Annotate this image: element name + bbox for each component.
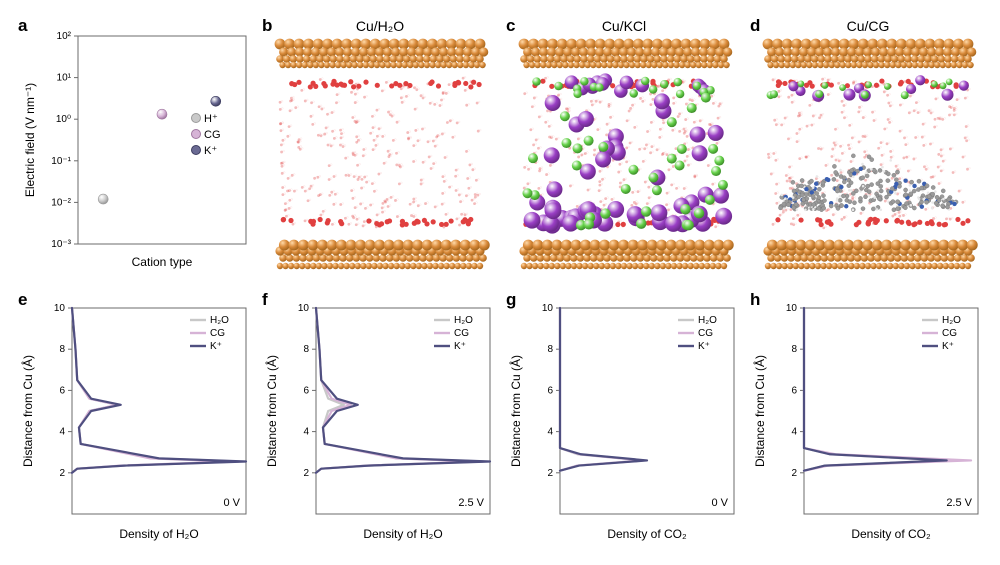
simulation-render-c [502, 36, 746, 272]
svg-text:6: 6 [547, 385, 553, 396]
panel-b-title: Cu/H₂O [258, 18, 502, 34]
svg-text:Cation type: Cation type [132, 255, 193, 269]
svg-text:10⁻²: 10⁻² [51, 197, 71, 208]
svg-text:10: 10 [298, 303, 310, 314]
panel-b: b Cu/H₂O [258, 18, 502, 278]
svg-text:10²: 10² [57, 31, 72, 42]
bottom-row: e 2 4 6 8 10 Distance from Cu (Å) Density of H… [14, 292, 986, 547]
svg-text:4: 4 [59, 427, 65, 438]
panel-label-c: c [506, 16, 515, 36]
density-profile-h: 2 4 6 8 10 Distance from Cu (Å) Density of CO₂… [746, 292, 990, 547]
svg-text:4: 4 [547, 427, 553, 438]
svg-text:CG: CG [454, 328, 469, 339]
svg-text:4: 4 [303, 427, 309, 438]
svg-text:Distance from Cu (Å): Distance from Cu (Å) [508, 355, 523, 467]
svg-text:8: 8 [303, 344, 309, 355]
top-row: a 10⁻³ 10⁻² 10⁻¹ 10⁰ 10¹ 10² Electric field (V… [14, 18, 986, 278]
svg-text:H₂O: H₂O [698, 315, 717, 326]
svg-text:CG: CG [210, 328, 225, 339]
density-profile-e: 2 4 6 8 10 Distance from Cu (Å) Density of H₂O… [14, 292, 258, 547]
svg-text:H⁺: H⁺ [204, 113, 218, 125]
panel-label-f: f [262, 290, 268, 310]
svg-text:CG: CG [698, 328, 713, 339]
svg-text:Electric field (V nm⁻¹): Electric field (V nm⁻¹) [23, 83, 37, 197]
svg-text:CG: CG [204, 129, 221, 141]
svg-text:2: 2 [791, 468, 797, 479]
svg-text:K⁺: K⁺ [454, 341, 466, 352]
svg-text:Density of CO₂: Density of CO₂ [607, 527, 687, 541]
svg-text:8: 8 [59, 344, 65, 355]
svg-text:Distance from Cu (Å): Distance from Cu (Å) [752, 355, 767, 467]
svg-text:H₂O: H₂O [454, 315, 473, 326]
panel-label-b: b [262, 16, 272, 36]
panel-g: g 2 4 6 8 10 Distance from Cu (Å) Density of C… [502, 292, 746, 547]
panel-a: a 10⁻³ 10⁻² 10⁻¹ 10⁰ 10¹ 10² Electric field (V… [14, 18, 258, 278]
svg-text:Distance from Cu (Å): Distance from Cu (Å) [264, 355, 279, 467]
panel-c-title: Cu/KCl [502, 18, 746, 34]
svg-text:H₂O: H₂O [942, 315, 961, 326]
svg-text:CG: CG [942, 328, 957, 339]
svg-text:0 V: 0 V [711, 497, 728, 509]
svg-text:10⁻³: 10⁻³ [51, 239, 71, 250]
svg-text:10: 10 [54, 303, 66, 314]
svg-text:Density of H₂O: Density of H₂O [363, 527, 442, 541]
svg-text:K⁺: K⁺ [204, 145, 217, 157]
svg-text:6: 6 [303, 385, 309, 396]
svg-text:2.5 V: 2.5 V [946, 497, 972, 509]
svg-text:10: 10 [786, 303, 798, 314]
panel-label-a: a [18, 16, 27, 36]
svg-text:K⁺: K⁺ [698, 341, 710, 352]
svg-text:8: 8 [547, 344, 553, 355]
panel-label-d: d [750, 16, 760, 36]
panel-c: c Cu/KCl [502, 18, 746, 278]
panel-f: f 2 4 6 8 10 Distance from Cu (Å) Density of H… [258, 292, 502, 547]
svg-text:Density of CO₂: Density of CO₂ [851, 527, 931, 541]
panel-e: e 2 4 6 8 10 Distance from Cu (Å) Density of H… [14, 292, 258, 547]
svg-text:0 V: 0 V [223, 497, 240, 509]
panel-label-g: g [506, 290, 516, 310]
svg-text:10⁻¹: 10⁻¹ [51, 156, 71, 167]
svg-text:10⁰: 10⁰ [56, 114, 71, 125]
simulation-render-b [258, 36, 502, 272]
svg-text:4: 4 [791, 427, 797, 438]
svg-text:6: 6 [791, 385, 797, 396]
density-profile-f: 2 4 6 8 10 Distance from Cu (Å) Density of H₂O… [258, 292, 502, 547]
panel-d-title: Cu/CG [746, 18, 990, 34]
scatter-chart: 10⁻³ 10⁻² 10⁻¹ 10⁰ 10¹ 10² Electric field (V n… [14, 18, 258, 278]
panel-d: d Cu/CG [746, 18, 990, 278]
svg-text:Distance from Cu (Å): Distance from Cu (Å) [20, 355, 35, 467]
svg-text:8: 8 [791, 344, 797, 355]
svg-text:10¹: 10¹ [57, 73, 72, 84]
density-profile-g: 2 4 6 8 10 Distance from Cu (Å) Density of CO₂… [502, 292, 746, 547]
panel-label-h: h [750, 290, 760, 310]
panel-h: h 2 4 6 8 10 Distance from Cu (Å) Density of C… [746, 292, 990, 547]
svg-text:K⁺: K⁺ [210, 341, 222, 352]
panel-label-e: e [18, 290, 27, 310]
svg-text:6: 6 [59, 385, 65, 396]
svg-text:Density of H₂O: Density of H₂O [119, 527, 198, 541]
svg-text:2: 2 [547, 468, 553, 479]
simulation-render-d [746, 36, 990, 272]
svg-text:K⁺: K⁺ [942, 341, 954, 352]
svg-text:2: 2 [59, 468, 65, 479]
svg-text:H₂O: H₂O [210, 315, 229, 326]
svg-text:10: 10 [542, 303, 554, 314]
svg-text:2: 2 [303, 468, 309, 479]
svg-text:2.5 V: 2.5 V [458, 497, 484, 509]
